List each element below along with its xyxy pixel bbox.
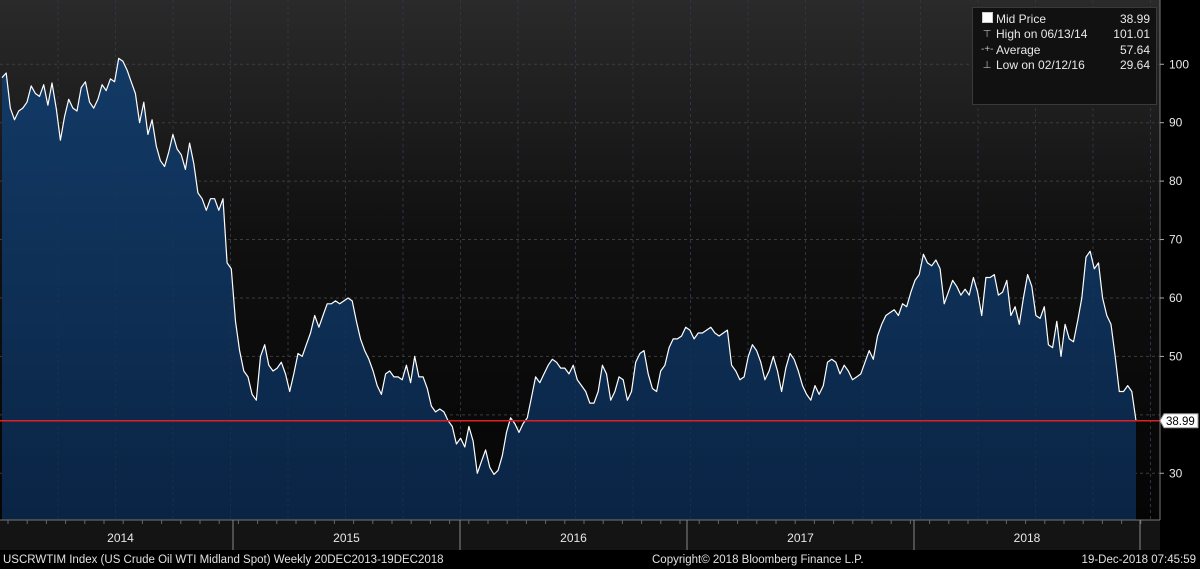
legend-item-high: ⊤ High on 06/13/14 101.01 <box>981 27 1150 43</box>
price-line <box>1 57 1137 475</box>
y-tick-label: 70 <box>1169 233 1183 247</box>
footer-timestamp: 19-Dec-2018 07:45:59 <box>1081 554 1196 566</box>
y-tick-label: 80 <box>1169 174 1183 188</box>
y-tick-label: 100 <box>1169 57 1189 71</box>
x-tick-label: 2015 <box>333 531 360 545</box>
footer-description: USCRWTIM Index (US Crude Oil WTI Midland… <box>3 554 444 566</box>
footer: USCRWTIM Index (US Crude Oil WTI Midland… <box>0 552 1200 569</box>
legend-value: 29.64 <box>1119 58 1150 73</box>
legend-item-low: ⊥ Low on 02/12/16 29.64 <box>981 58 1150 74</box>
square-icon <box>981 11 993 26</box>
x-axis-band <box>0 520 1160 550</box>
x-tick-label: 2016 <box>560 531 587 545</box>
last-price-value: 38.99 <box>1166 416 1195 428</box>
high-marker-icon: ⊤ <box>982 28 992 40</box>
price-area <box>2 58 1136 521</box>
legend: Mid Price 38.99 ⊤ High on 06/13/14 101.0… <box>972 7 1157 105</box>
legend-value: 38.99 <box>1119 11 1150 26</box>
legend-label: Mid Price <box>996 11 1047 26</box>
average-marker-icon: -+- <box>981 44 994 56</box>
x-axis: 2014 2015 2016 2017 2018 <box>0 519 1160 550</box>
legend-value: 57.64 <box>1119 42 1150 57</box>
y-tick-label: 60 <box>1169 291 1183 305</box>
legend-label: Average <box>996 42 1041 57</box>
footer-copyright: Copyright© 2018 Bloomberg Finance L.P. <box>652 554 864 566</box>
x-tick-label: 2017 <box>787 531 814 545</box>
y-tick-label: 30 <box>1169 466 1183 480</box>
legend-label: Low on 02/12/16 <box>996 58 1085 73</box>
legend-value: 101.01 <box>1113 27 1150 42</box>
low-marker-icon: ⊥ <box>982 59 992 71</box>
legend-label: High on 06/13/14 <box>996 27 1088 42</box>
legend-item-mid-price: Mid Price 38.99 <box>981 11 1150 27</box>
gridlines-over-area <box>57 0 1151 520</box>
y-tick-label: 50 <box>1169 349 1183 363</box>
last-price-box <box>1159 413 1199 429</box>
legend-item-average: -+- Average 57.64 <box>981 42 1150 58</box>
last-price-label: 38.99 <box>1159 413 1199 429</box>
y-tick-label: 90 <box>1169 116 1183 130</box>
y-axis: 30 50 60 70 80 90 100 <box>1159 0 1189 520</box>
x-tick-label: 2014 <box>107 531 134 545</box>
x-tick-label: 2018 <box>1014 531 1041 545</box>
